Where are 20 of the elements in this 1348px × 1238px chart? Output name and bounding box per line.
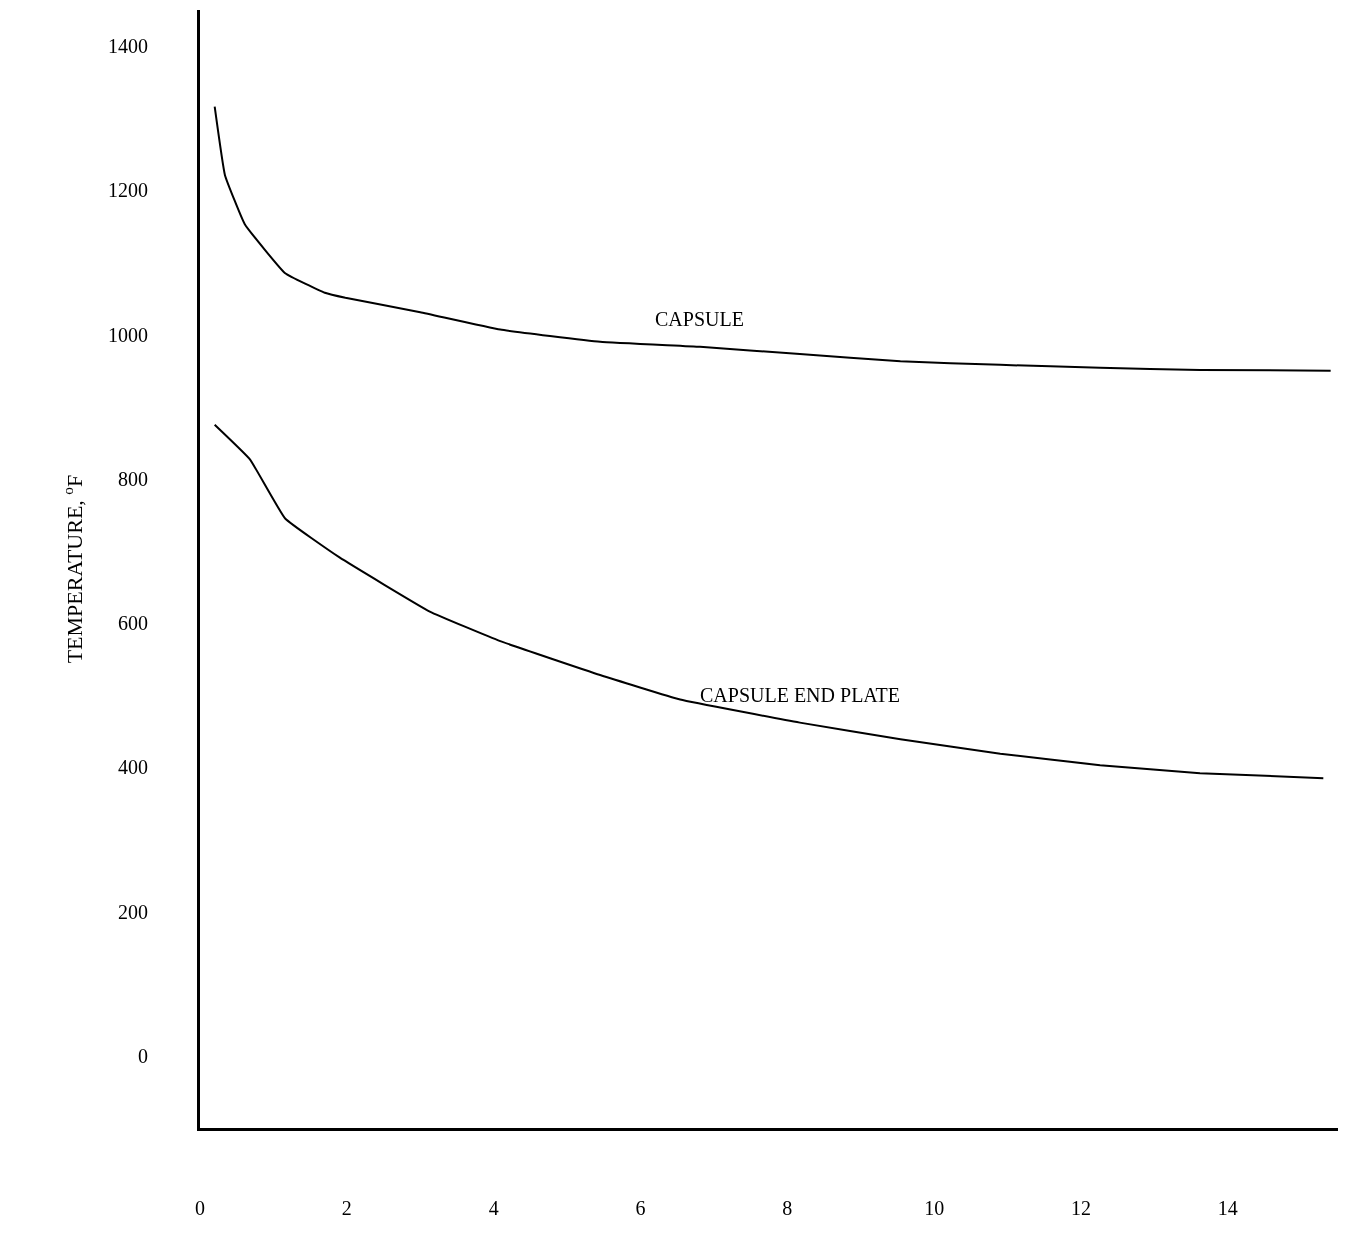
y-tick-label: 0 xyxy=(138,1044,148,1067)
series-label: CAPSULE END PLATE xyxy=(700,684,901,706)
line-series xyxy=(213,105,1332,372)
y-tick-label: 1200 xyxy=(108,179,148,202)
x-tick-label: 0 xyxy=(195,1197,205,1219)
x-tick-label: 2 xyxy=(341,1197,352,1219)
y-tick-label: 600 xyxy=(118,612,148,635)
x-tick-label: 6 xyxy=(635,1197,646,1219)
x-tick-label: 14 xyxy=(1217,1197,1238,1219)
series-label: CAPSULE xyxy=(655,308,744,330)
y-tick-label: 1000 xyxy=(108,323,148,346)
x-tick-label: 8 xyxy=(782,1197,793,1219)
x-tick-label: 4 xyxy=(488,1197,499,1219)
line-series xyxy=(213,423,1325,780)
x-tick-label: 10 xyxy=(924,1197,945,1219)
y-tick-label: 400 xyxy=(118,756,148,779)
x-tick-label: 12 xyxy=(1071,1197,1092,1219)
y-tick-label: 800 xyxy=(118,467,148,490)
y-tick-label: 1400 xyxy=(108,35,148,58)
y-tick-label: 200 xyxy=(118,900,148,923)
